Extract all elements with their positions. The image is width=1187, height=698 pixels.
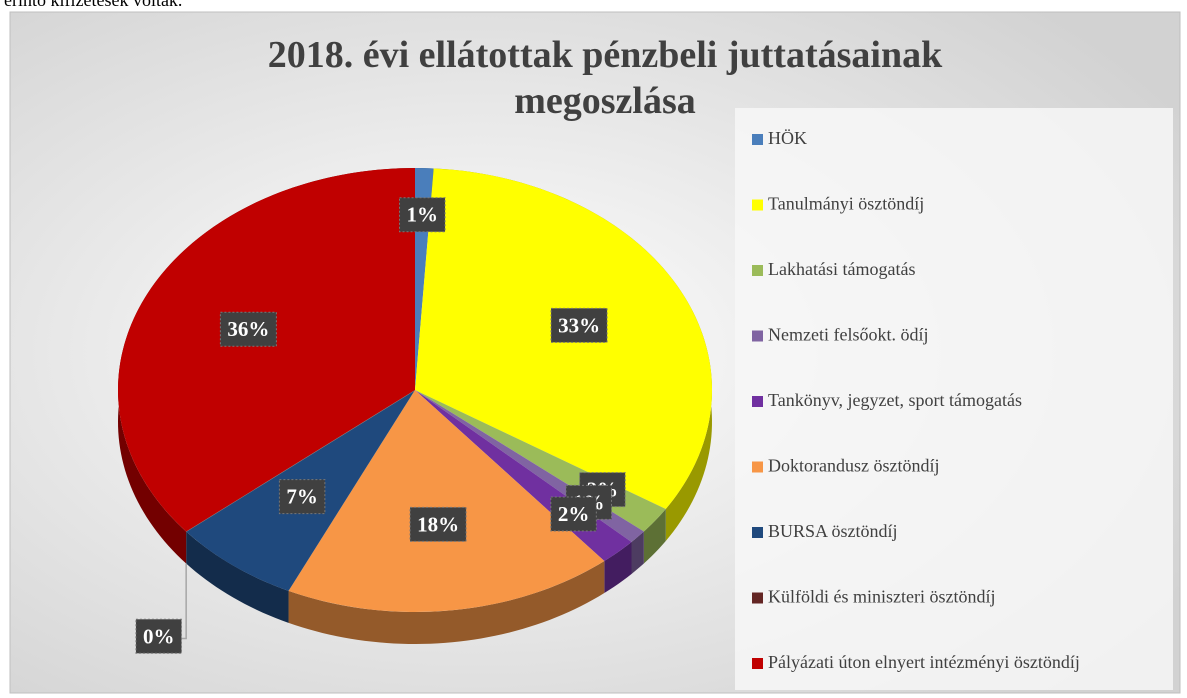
data-label: 1% xyxy=(407,203,439,227)
data-label-box xyxy=(550,307,608,343)
data-label-box xyxy=(278,479,326,515)
pie xyxy=(117,168,712,644)
legend-swatch xyxy=(752,461,763,473)
slice xyxy=(117,168,415,532)
legend-label: Pályázati úton elnyert intézményi ösztön… xyxy=(768,652,1080,672)
data-label-box xyxy=(550,496,597,532)
data-label-box xyxy=(219,311,277,347)
slice-side xyxy=(631,531,644,574)
legend-label: Tankönyv, jegyzet, sport támogatás xyxy=(768,390,1022,410)
data-label: 33% xyxy=(558,313,600,337)
legend-swatch xyxy=(752,658,763,669)
legend-label: Külföldi és miniszteri ösztöndíj xyxy=(768,587,995,607)
chart-title: 2018. évi ellátottak pénzbeli juttatásai… xyxy=(268,34,943,122)
data-label-box xyxy=(409,506,467,542)
data-label: 36% xyxy=(227,317,269,341)
legend-label: Nemzeti felsőokt. ödíj xyxy=(768,325,928,345)
slice-side xyxy=(288,561,605,644)
legend-label: HÖK xyxy=(768,128,807,148)
slice-side xyxy=(186,531,289,623)
slice xyxy=(185,389,416,532)
legend-label: Doktorandusz ösztöndíj xyxy=(768,456,939,476)
legend-swatch xyxy=(752,134,763,145)
data-label: 2% xyxy=(558,502,590,526)
data-label: 0% xyxy=(143,624,175,648)
legend-swatch xyxy=(752,527,763,538)
slice xyxy=(288,390,605,612)
data-label: 7% xyxy=(286,485,318,509)
slice-side xyxy=(643,508,666,564)
legend-label: BURSA ösztöndíj xyxy=(768,521,898,541)
legend-swatch xyxy=(752,265,763,276)
legend-label: Lakhatási támogatás xyxy=(768,259,915,279)
data-label-box xyxy=(135,618,182,654)
legend-swatch xyxy=(752,396,763,407)
data-label-box xyxy=(399,197,446,233)
data-label: 18% xyxy=(417,512,459,536)
legend-swatch xyxy=(752,199,763,211)
legend-swatch xyxy=(752,330,763,342)
page-text: érintő kifizetések voltak. xyxy=(4,0,182,10)
legend: HÖK Tanulmányi ösztöndíj Lakhatási támogat… xyxy=(752,128,1080,672)
data-labels: 1%33%2%1%2%18%7%0%36% xyxy=(135,197,626,654)
slice-side xyxy=(604,541,632,594)
legend-label: Tanulmányi ösztöndíj xyxy=(768,194,924,214)
legend-swatch xyxy=(752,592,763,604)
legend-box xyxy=(735,108,1173,690)
